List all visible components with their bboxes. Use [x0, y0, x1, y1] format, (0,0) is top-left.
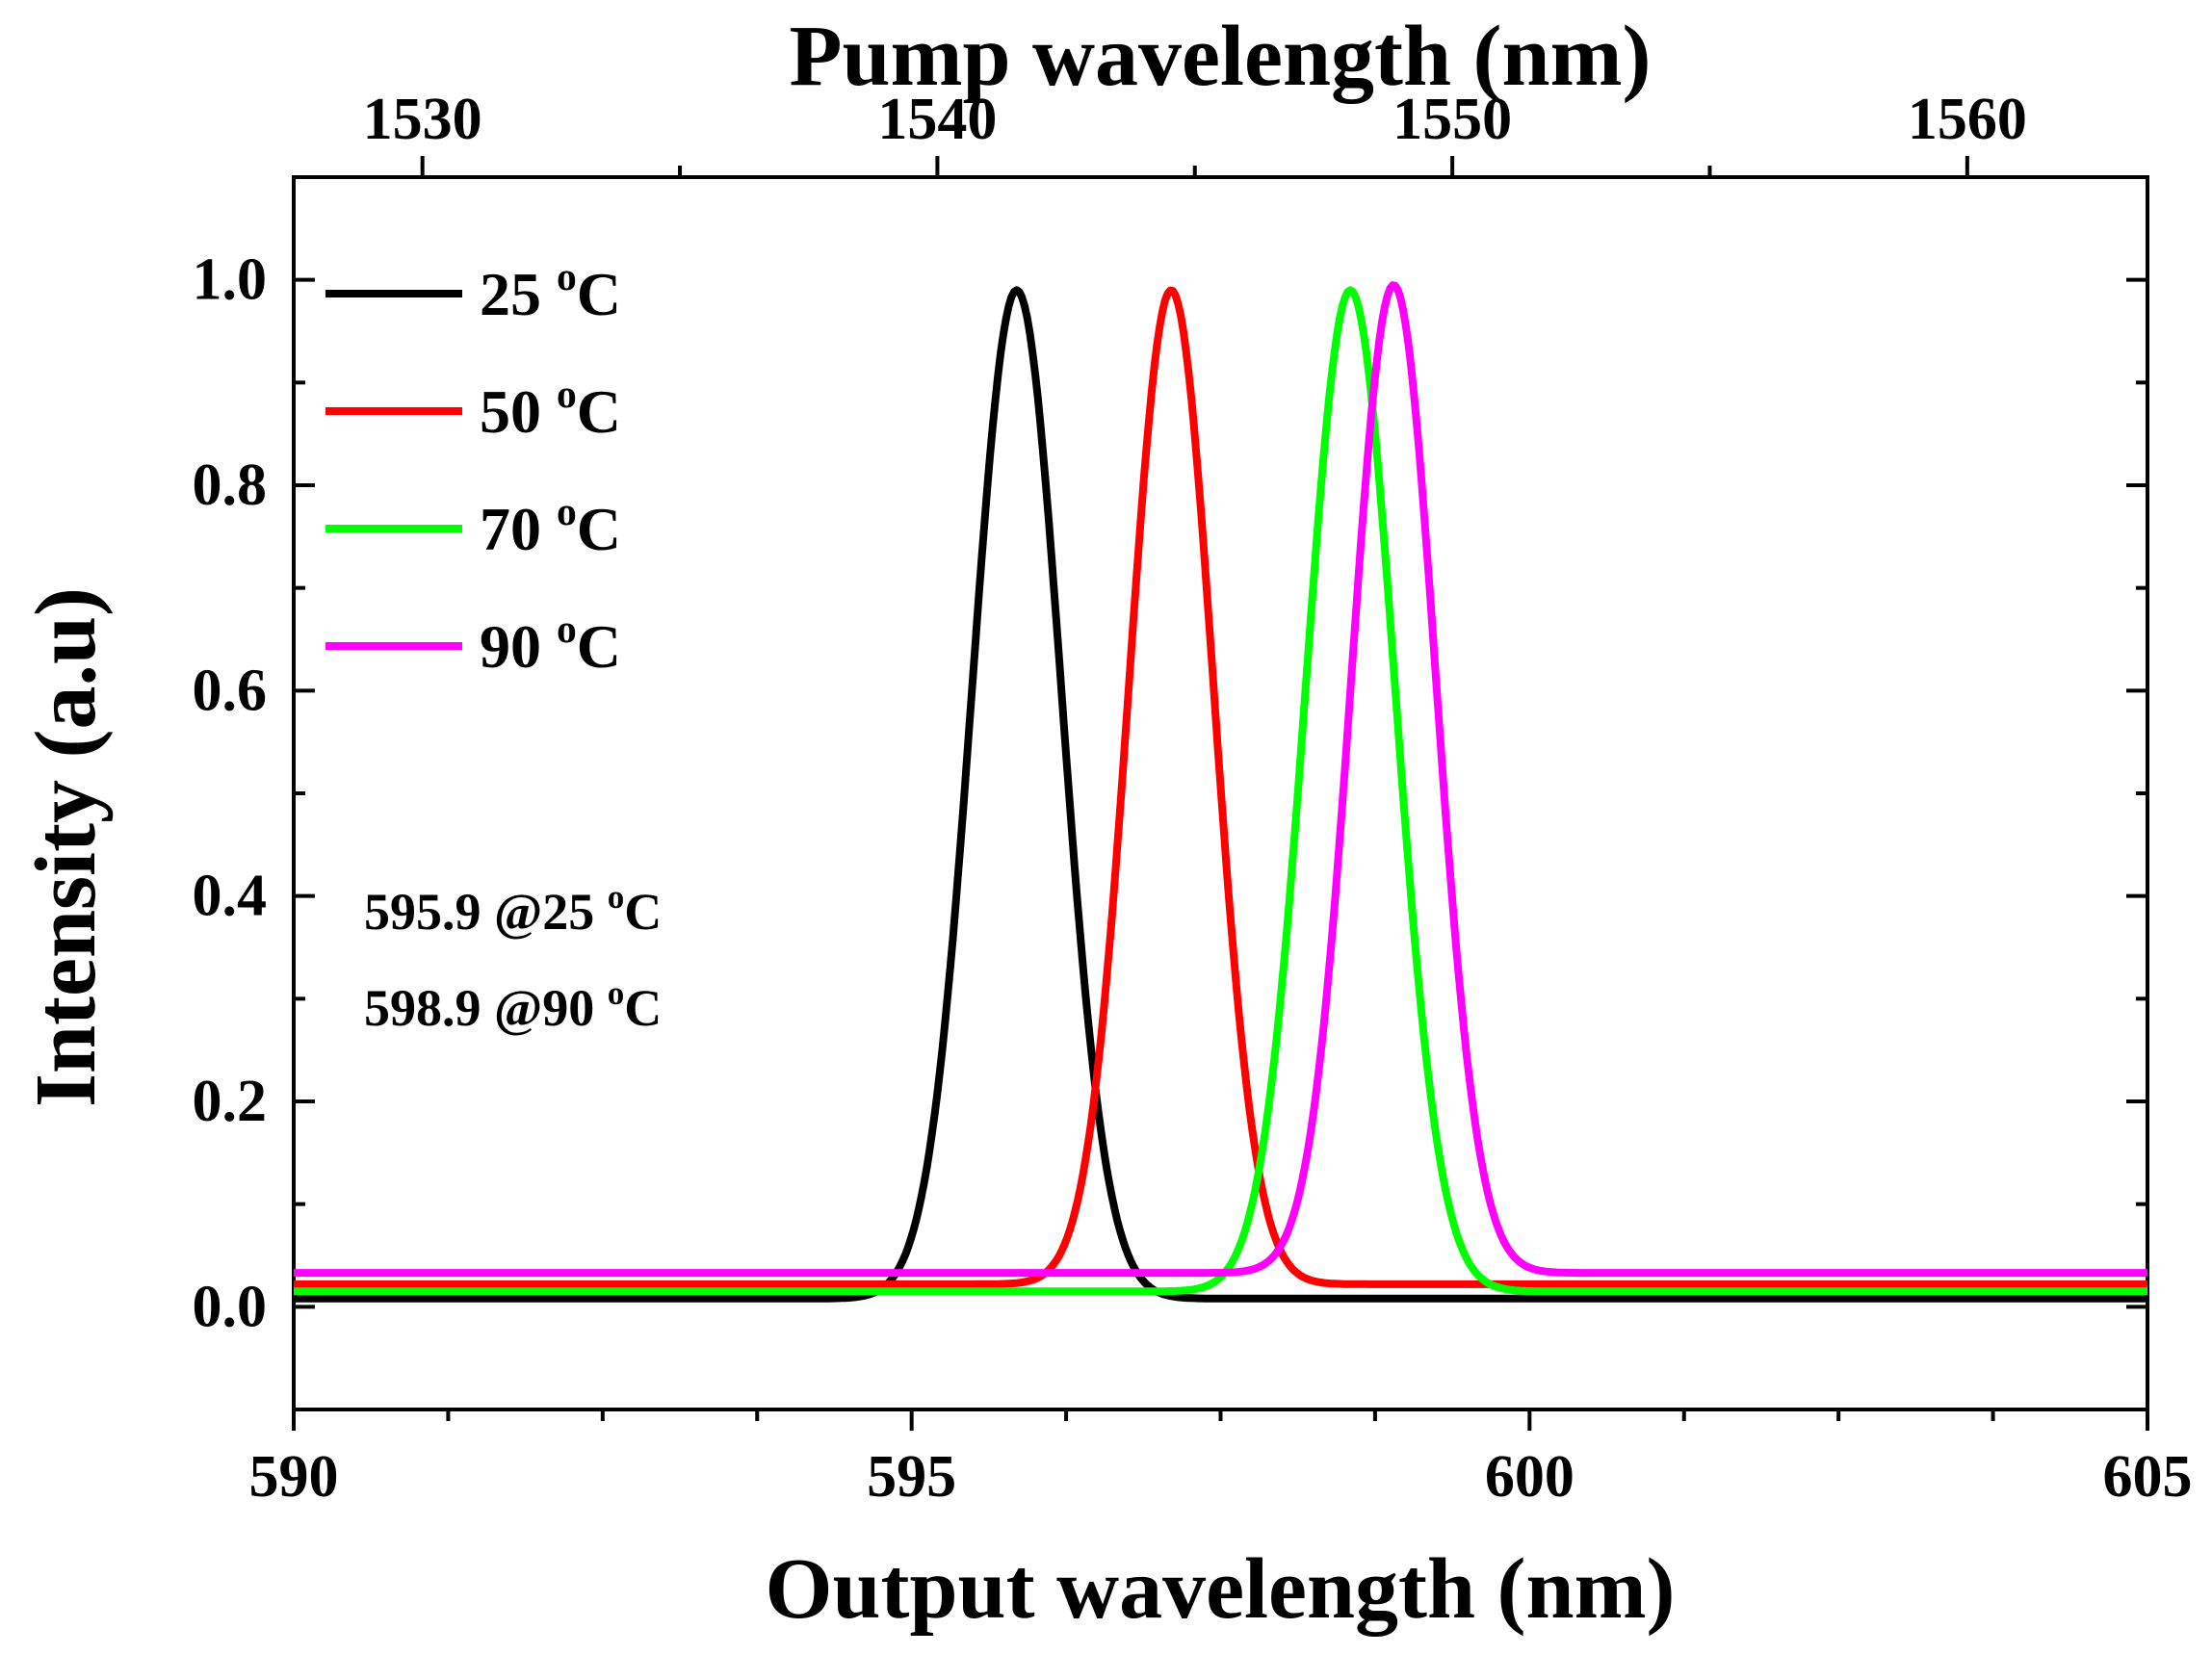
x-tick-label: 595	[867, 1444, 956, 1510]
top-axis: 1530 1540 1550 1560	[363, 87, 2027, 177]
series-line-1	[292, 286, 2149, 1303]
x-tick-label: 590	[249, 1444, 339, 1510]
x-axis-title: Output wavelength (nm)	[765, 1541, 1675, 1637]
x2-tick-label: 1550	[1392, 87, 1512, 152]
y-tick-label: 0.8	[193, 453, 268, 518]
y-tick-label: 1.0	[193, 247, 268, 313]
series-lines	[292, 281, 2149, 1303]
x2-tick-label: 1540	[877, 87, 997, 152]
legend-label-1: 25 oC	[480, 254, 621, 328]
y-tick-label: 0.4	[193, 864, 268, 929]
y-axis-title: Intensity (a.u)	[18, 587, 114, 1107]
x2-tick-label: 1560	[1908, 87, 2027, 152]
annotations: 595.9 @25 oC 598.9 @90 oC	[364, 878, 662, 1037]
x-tick-label: 600	[1485, 1444, 1574, 1510]
y-tick-label: 0.6	[193, 658, 268, 723]
y-tick-label: 0.2	[193, 1069, 268, 1134]
left-axis: 0.0 0.2 0.4 0.6 0.8 1.0	[193, 175, 2147, 1411]
legend-label-2: 50 oC	[480, 372, 621, 446]
series-line-3	[292, 286, 2149, 1296]
y-tick-label: 0.0	[193, 1274, 268, 1339]
legend: 25 oC 50 oC 70 oC 90 oC	[325, 254, 621, 681]
top-axis-title: Pump wavelength (nm)	[790, 9, 1652, 104]
series-line-2	[292, 286, 2149, 1288]
series-line-4	[292, 281, 2149, 1278]
annotation-2: 598.9 @90 oC	[364, 974, 662, 1037]
legend-label-3: 70 oC	[480, 489, 621, 563]
annotation-1: 595.9 @25 oC	[364, 878, 662, 941]
bottom-axis: 590 595 600 605	[249, 1409, 2193, 1510]
x2-tick-label: 1530	[363, 87, 482, 152]
x-tick-label: 605	[2103, 1444, 2193, 1510]
legend-label-4: 90 oC	[480, 607, 621, 681]
